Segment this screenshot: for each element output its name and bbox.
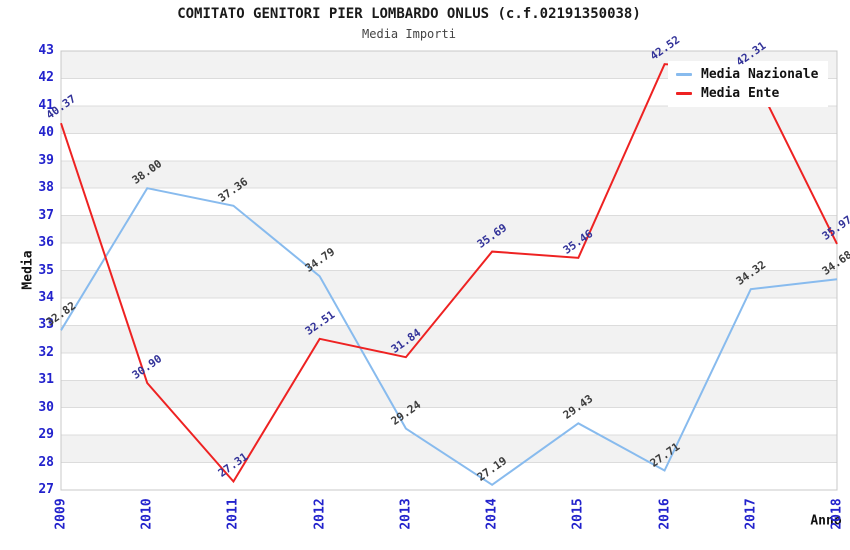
grid-band <box>61 462 837 490</box>
grid-band <box>61 105 837 134</box>
series-line-media-nazionale <box>60 187 838 486</box>
legend: Media Nazionale Media Ente <box>668 61 829 107</box>
grid-band <box>61 380 837 408</box>
grid-band <box>61 188 837 216</box>
grid-band <box>61 243 837 271</box>
grid-band <box>61 297 837 326</box>
plot-border <box>60 50 838 491</box>
grid-band <box>61 407 837 436</box>
chart-subtitle: Media Importi <box>362 27 456 41</box>
chart-title: COMITATO GENITORI PIER LOMBARDO ONLUS (c… <box>177 6 641 22</box>
grid-band <box>61 270 837 298</box>
media-nazionale-line-icon <box>676 73 692 76</box>
grid-band <box>61 215 837 244</box>
grid-band <box>61 160 837 189</box>
legend-item-media-nazionale: Media Nazionale <box>676 65 818 84</box>
media-ente-line-icon <box>676 92 692 95</box>
legend-label-media-nazionale: Media Nazionale <box>701 67 819 82</box>
grid-band <box>61 435 837 463</box>
legend-label-media-ente: Media Ente <box>701 86 780 101</box>
grid-band <box>61 133 837 161</box>
grid-band <box>61 352 837 381</box>
legend-item-media-ente: Media Ente <box>676 84 818 103</box>
grid-band <box>61 325 837 353</box>
